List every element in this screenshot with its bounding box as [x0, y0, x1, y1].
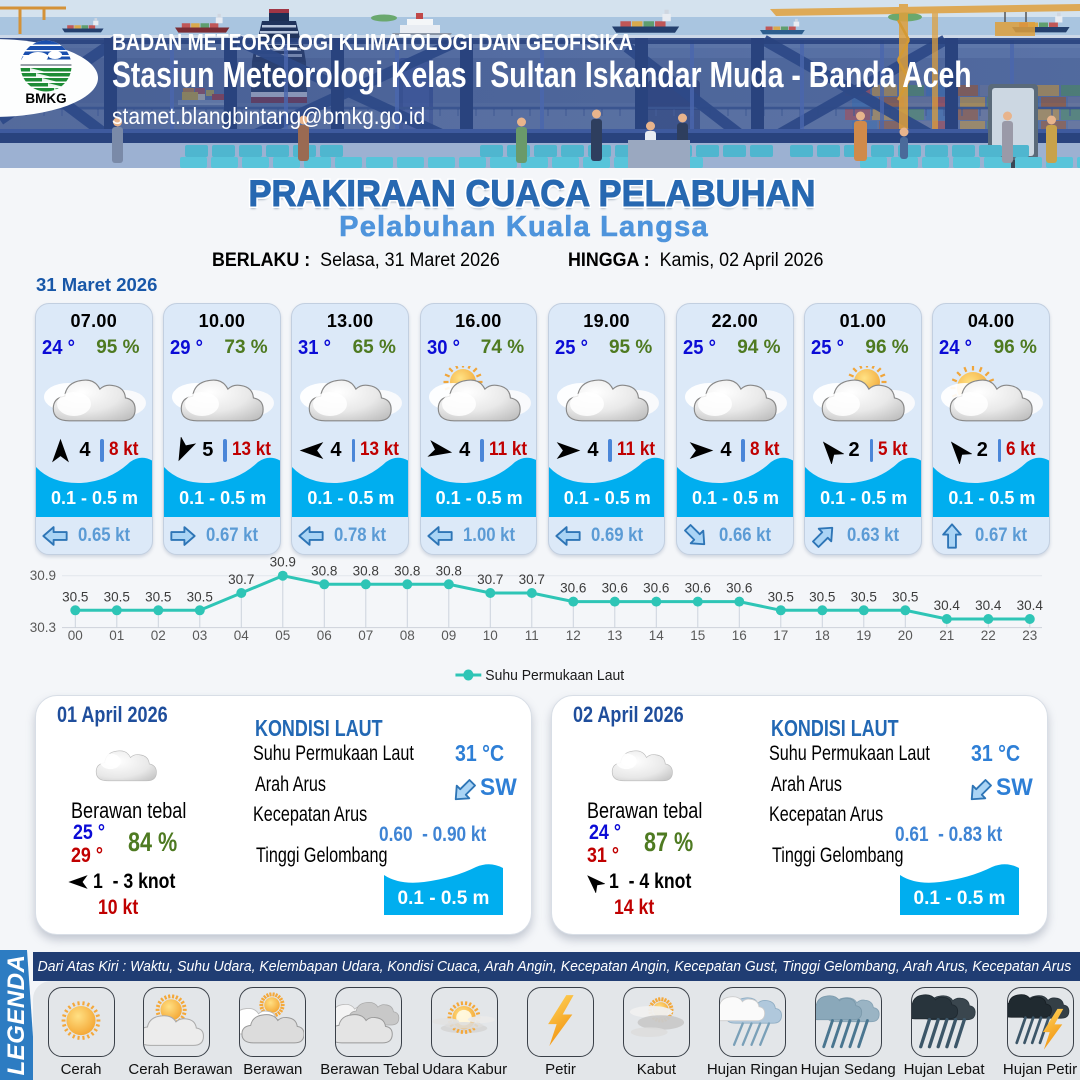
svg-text:11: 11: [525, 628, 539, 643]
svg-text:30.8: 30.8: [353, 563, 379, 578]
svg-text:13: 13: [607, 628, 622, 643]
svg-text:30.3: 30.3: [30, 620, 56, 635]
svg-text:30.9: 30.9: [270, 556, 296, 570]
svg-text:06: 06: [317, 628, 332, 643]
svg-text:30.7: 30.7: [228, 572, 254, 587]
svg-text:30.4: 30.4: [1017, 598, 1044, 613]
svg-text:30.5: 30.5: [145, 589, 171, 604]
svg-text:30.7: 30.7: [519, 572, 545, 587]
svg-text:03: 03: [192, 628, 207, 643]
svg-text:01: 01: [109, 628, 124, 643]
svg-text:09: 09: [441, 628, 456, 643]
svg-text:10: 10: [483, 628, 498, 643]
svg-text:30.5: 30.5: [892, 589, 918, 604]
svg-text:30.8: 30.8: [311, 563, 337, 578]
svg-text:14: 14: [649, 628, 665, 643]
svg-text:23: 23: [1022, 628, 1037, 643]
svg-text:12: 12: [566, 628, 581, 643]
svg-text:30.9: 30.9: [30, 568, 56, 583]
svg-text:30.5: 30.5: [768, 589, 794, 604]
svg-text:30.6: 30.6: [685, 581, 711, 596]
svg-text:30.6: 30.6: [560, 581, 586, 596]
svg-text:30.6: 30.6: [602, 581, 628, 596]
svg-text:30.4: 30.4: [934, 598, 961, 613]
svg-text:30.5: 30.5: [851, 589, 877, 604]
svg-text:07: 07: [358, 628, 373, 643]
svg-text:21: 21: [939, 628, 954, 643]
svg-text:04: 04: [234, 628, 250, 643]
svg-text:30.6: 30.6: [643, 581, 669, 596]
svg-text:20: 20: [898, 628, 913, 643]
svg-text:15: 15: [690, 628, 705, 643]
svg-text:30.4: 30.4: [975, 598, 1002, 613]
svg-text:00: 00: [68, 628, 83, 643]
svg-text:30.5: 30.5: [62, 589, 88, 604]
svg-text:30.8: 30.8: [394, 563, 420, 578]
svg-text:30.7: 30.7: [477, 572, 503, 587]
svg-text:02: 02: [151, 628, 166, 643]
svg-text:08: 08: [400, 628, 415, 643]
svg-text:18: 18: [815, 628, 830, 643]
svg-text:30.8: 30.8: [436, 563, 462, 578]
svg-text:30.6: 30.6: [726, 581, 752, 596]
svg-text:05: 05: [275, 628, 290, 643]
svg-text:17: 17: [773, 628, 788, 643]
svg-text:16: 16: [732, 628, 747, 643]
svg-text:22: 22: [981, 628, 996, 643]
svg-text:30.5: 30.5: [809, 589, 835, 604]
svg-text:30.5: 30.5: [187, 589, 213, 604]
svg-text:30.5: 30.5: [104, 589, 130, 604]
svg-text:BMKG: BMKG: [25, 91, 66, 106]
svg-text:19: 19: [856, 628, 871, 643]
